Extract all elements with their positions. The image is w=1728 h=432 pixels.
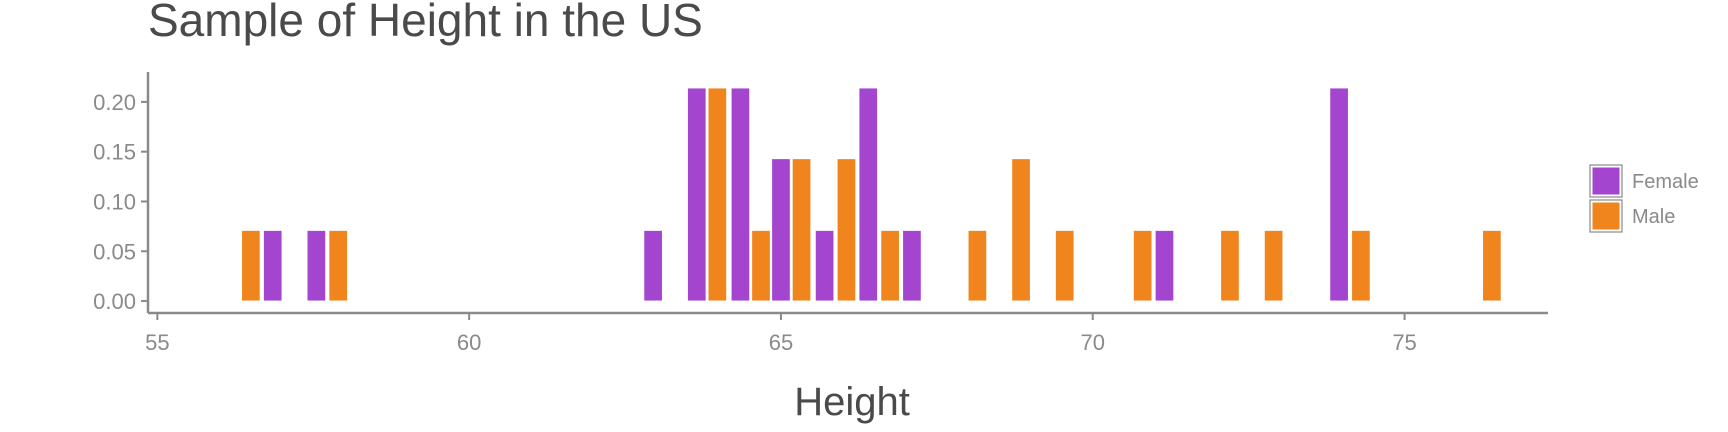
y-tick-label: 0.05 <box>93 239 136 264</box>
y-tick-label: 0.15 <box>93 140 136 165</box>
bar-male-0 <box>241 229 261 302</box>
legend: Female Male <box>1589 164 1699 233</box>
bar-male-9 <box>1054 229 1075 302</box>
chart-title: Sample of Height in the US <box>148 0 703 46</box>
bar-male-4 <box>791 158 812 302</box>
x-tick-label: 60 <box>457 330 481 355</box>
y-tick-label: 0.00 <box>93 289 136 314</box>
legend-label-female: Female <box>1632 171 1699 193</box>
bar-female-4 <box>730 87 751 302</box>
bar-female-2 <box>643 229 663 302</box>
bar-male-13 <box>1351 229 1371 302</box>
bar-male-8 <box>1011 158 1031 302</box>
bar-male-10 <box>1132 229 1153 302</box>
legend-label-male: Male <box>1632 206 1675 228</box>
bar-female-9 <box>1154 229 1175 302</box>
bar-male-5 <box>836 158 857 302</box>
bar-female-3 <box>686 87 707 302</box>
bar-female-1 <box>306 229 327 302</box>
x-tick-label: 75 <box>1392 330 1416 355</box>
x-tick-label: 70 <box>1081 330 1105 355</box>
bar-male-1 <box>328 229 349 302</box>
bar-female-8 <box>902 229 922 302</box>
axes: 0.00 0.05 0.10 0.15 0.20 55 60 65 70 75 <box>93 72 1548 355</box>
bars-layer <box>241 87 1502 302</box>
bar-female-6 <box>814 229 835 302</box>
bar-male-12 <box>1263 229 1284 302</box>
bar-female-5 <box>771 158 791 302</box>
bar-female-7 <box>858 87 879 302</box>
y-tick-label: 0.10 <box>93 189 136 214</box>
bar-male-3 <box>751 229 771 302</box>
bar-male-7 <box>967 229 988 302</box>
legend-swatch-female <box>1592 167 1620 195</box>
bar-female-0 <box>262 229 283 302</box>
x-tick-label: 55 <box>145 330 169 355</box>
y-tick-label: 0.20 <box>93 90 136 115</box>
x-tick-label: 65 <box>769 330 793 355</box>
bar-male-14 <box>1482 229 1502 302</box>
x-axis-title: Height <box>794 380 910 424</box>
bar-male-2 <box>707 87 728 302</box>
bar-male-6 <box>880 229 900 302</box>
legend-swatch-male <box>1592 202 1620 230</box>
bar-male-11 <box>1220 229 1240 302</box>
bar-female-10 <box>1329 87 1349 302</box>
